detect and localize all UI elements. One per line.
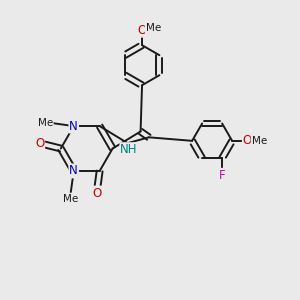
- Text: O: O: [137, 24, 147, 37]
- Text: Me: Me: [38, 118, 53, 128]
- Text: F: F: [219, 169, 226, 182]
- Text: Me: Me: [63, 194, 78, 204]
- Text: N: N: [69, 120, 78, 133]
- Text: Me: Me: [252, 136, 267, 146]
- Text: Me: Me: [146, 22, 161, 32]
- Text: N: N: [69, 164, 78, 178]
- Text: NH: NH: [120, 143, 138, 156]
- Text: O: O: [35, 137, 44, 150]
- Text: O: O: [92, 187, 101, 200]
- Text: O: O: [243, 134, 252, 147]
